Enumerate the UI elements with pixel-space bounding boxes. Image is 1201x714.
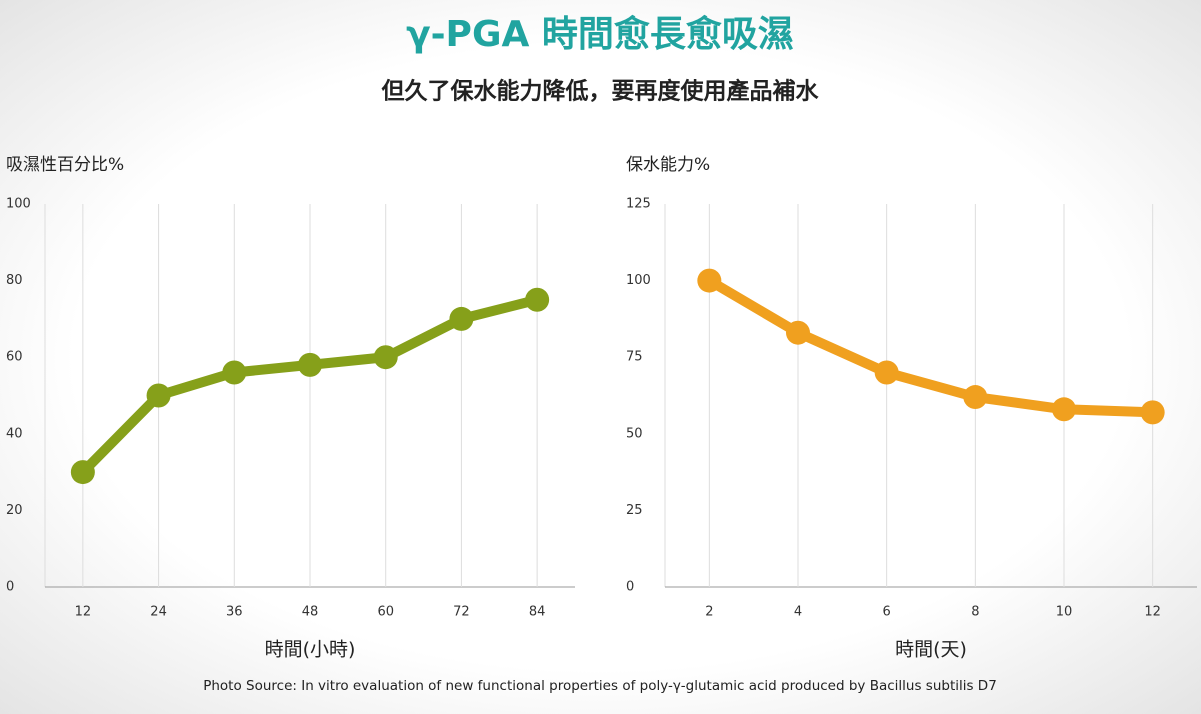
subtitle: 但久了保水能力降低，要再度使用產品補水 [382,78,820,105]
y-tick-label: 60 [6,350,23,365]
x-tick-label: 12 [1144,605,1161,620]
point [1052,397,1076,422]
x-tick-label: 48 [302,605,319,620]
y-axis-label: 保水能力% [626,155,710,175]
y-tick-label: 125 [626,197,651,212]
point [449,306,474,331]
point [963,385,988,410]
y-tick-label: 100 [6,197,31,212]
line [706,276,1153,418]
x-axis-label: 時間(天) [895,639,967,661]
x-tick-label: 2 [705,605,713,620]
y-tick-label: 50 [626,426,643,441]
y-axis-label: 吸濕性百分比% [6,155,124,175]
y-tick-label: 40 [6,426,23,441]
point [786,320,810,345]
x-tick-label: 6 [883,605,891,620]
y-tick-label: 100 [626,273,651,288]
x-tick-label: 24 [150,605,167,620]
point [697,268,722,293]
y-tick-label: 20 [6,503,23,518]
x-tick-label: 84 [529,605,546,620]
y-tick-label: 0 [6,580,14,595]
point [373,345,398,370]
y-tick-label: 80 [6,273,23,288]
x-tick-label: 4 [794,605,802,620]
point [1140,400,1165,425]
point [70,460,95,485]
point [874,360,899,385]
point [146,383,171,408]
point [298,352,322,377]
y-tick-label: 75 [626,350,643,365]
title: γ-PGA 時間愈長愈吸濕 [406,13,794,55]
point [525,287,550,312]
x-tick-label: 8 [971,605,979,620]
y-tick-label: 0 [626,580,634,595]
x-tick-label: 12 [75,605,92,620]
x-tick-label: 36 [226,605,243,620]
source: Photo Source: In vitro evaluation of new… [203,678,997,694]
x-tick-label: 72 [453,605,470,620]
point [222,360,247,385]
x-tick-label: 10 [1056,605,1073,620]
x-axis-label: 時間(小時) [265,639,356,661]
y-tick-label: 25 [626,503,643,518]
x-tick-label: 60 [377,605,394,620]
